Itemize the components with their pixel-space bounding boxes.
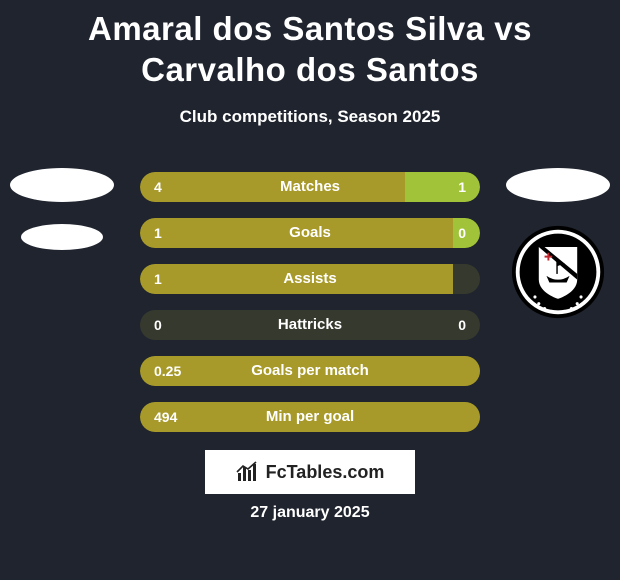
- stat-label: Hattricks: [140, 310, 480, 340]
- page-title: Amaral dos Santos Silva vs Carvalho dos …: [0, 0, 620, 91]
- stat-label: Min per goal: [140, 402, 480, 432]
- footer-logo: FcTables.com: [205, 450, 415, 494]
- footer-site-name: FcTables.com: [266, 462, 385, 483]
- subtitle: Club competitions, Season 2025: [0, 107, 620, 127]
- comparison-rows: 4 Matches 1 1 Goals 0 1 Assists 0 Hattri…: [140, 172, 480, 448]
- stat-row: 1 Goals 0: [140, 218, 480, 248]
- footer-date: 27 january 2025: [0, 504, 620, 522]
- stat-value-right: 1: [458, 172, 466, 202]
- stat-label: Matches: [140, 172, 480, 202]
- stat-row: 0.25 Goals per match: [140, 356, 480, 386]
- stat-value-right: 0: [458, 310, 466, 340]
- stat-row: 1 Assists: [140, 264, 480, 294]
- stat-row: 0 Hattricks 0: [140, 310, 480, 340]
- stat-label: Goals: [140, 218, 480, 248]
- right-ellipse-1: [506, 168, 610, 202]
- left-ellipse-2: [21, 224, 103, 250]
- chart-icon: [236, 461, 260, 483]
- left-ellipse-1: [10, 168, 114, 202]
- stat-label: Goals per match: [140, 356, 480, 386]
- right-badge-area: [504, 168, 612, 320]
- stat-row: 494 Min per goal: [140, 402, 480, 432]
- stat-row: 4 Matches 1: [140, 172, 480, 202]
- club-crest-icon: [510, 224, 606, 320]
- left-badge-area: [8, 168, 116, 272]
- stat-label: Assists: [140, 264, 480, 294]
- stat-value-right: 0: [458, 218, 466, 248]
